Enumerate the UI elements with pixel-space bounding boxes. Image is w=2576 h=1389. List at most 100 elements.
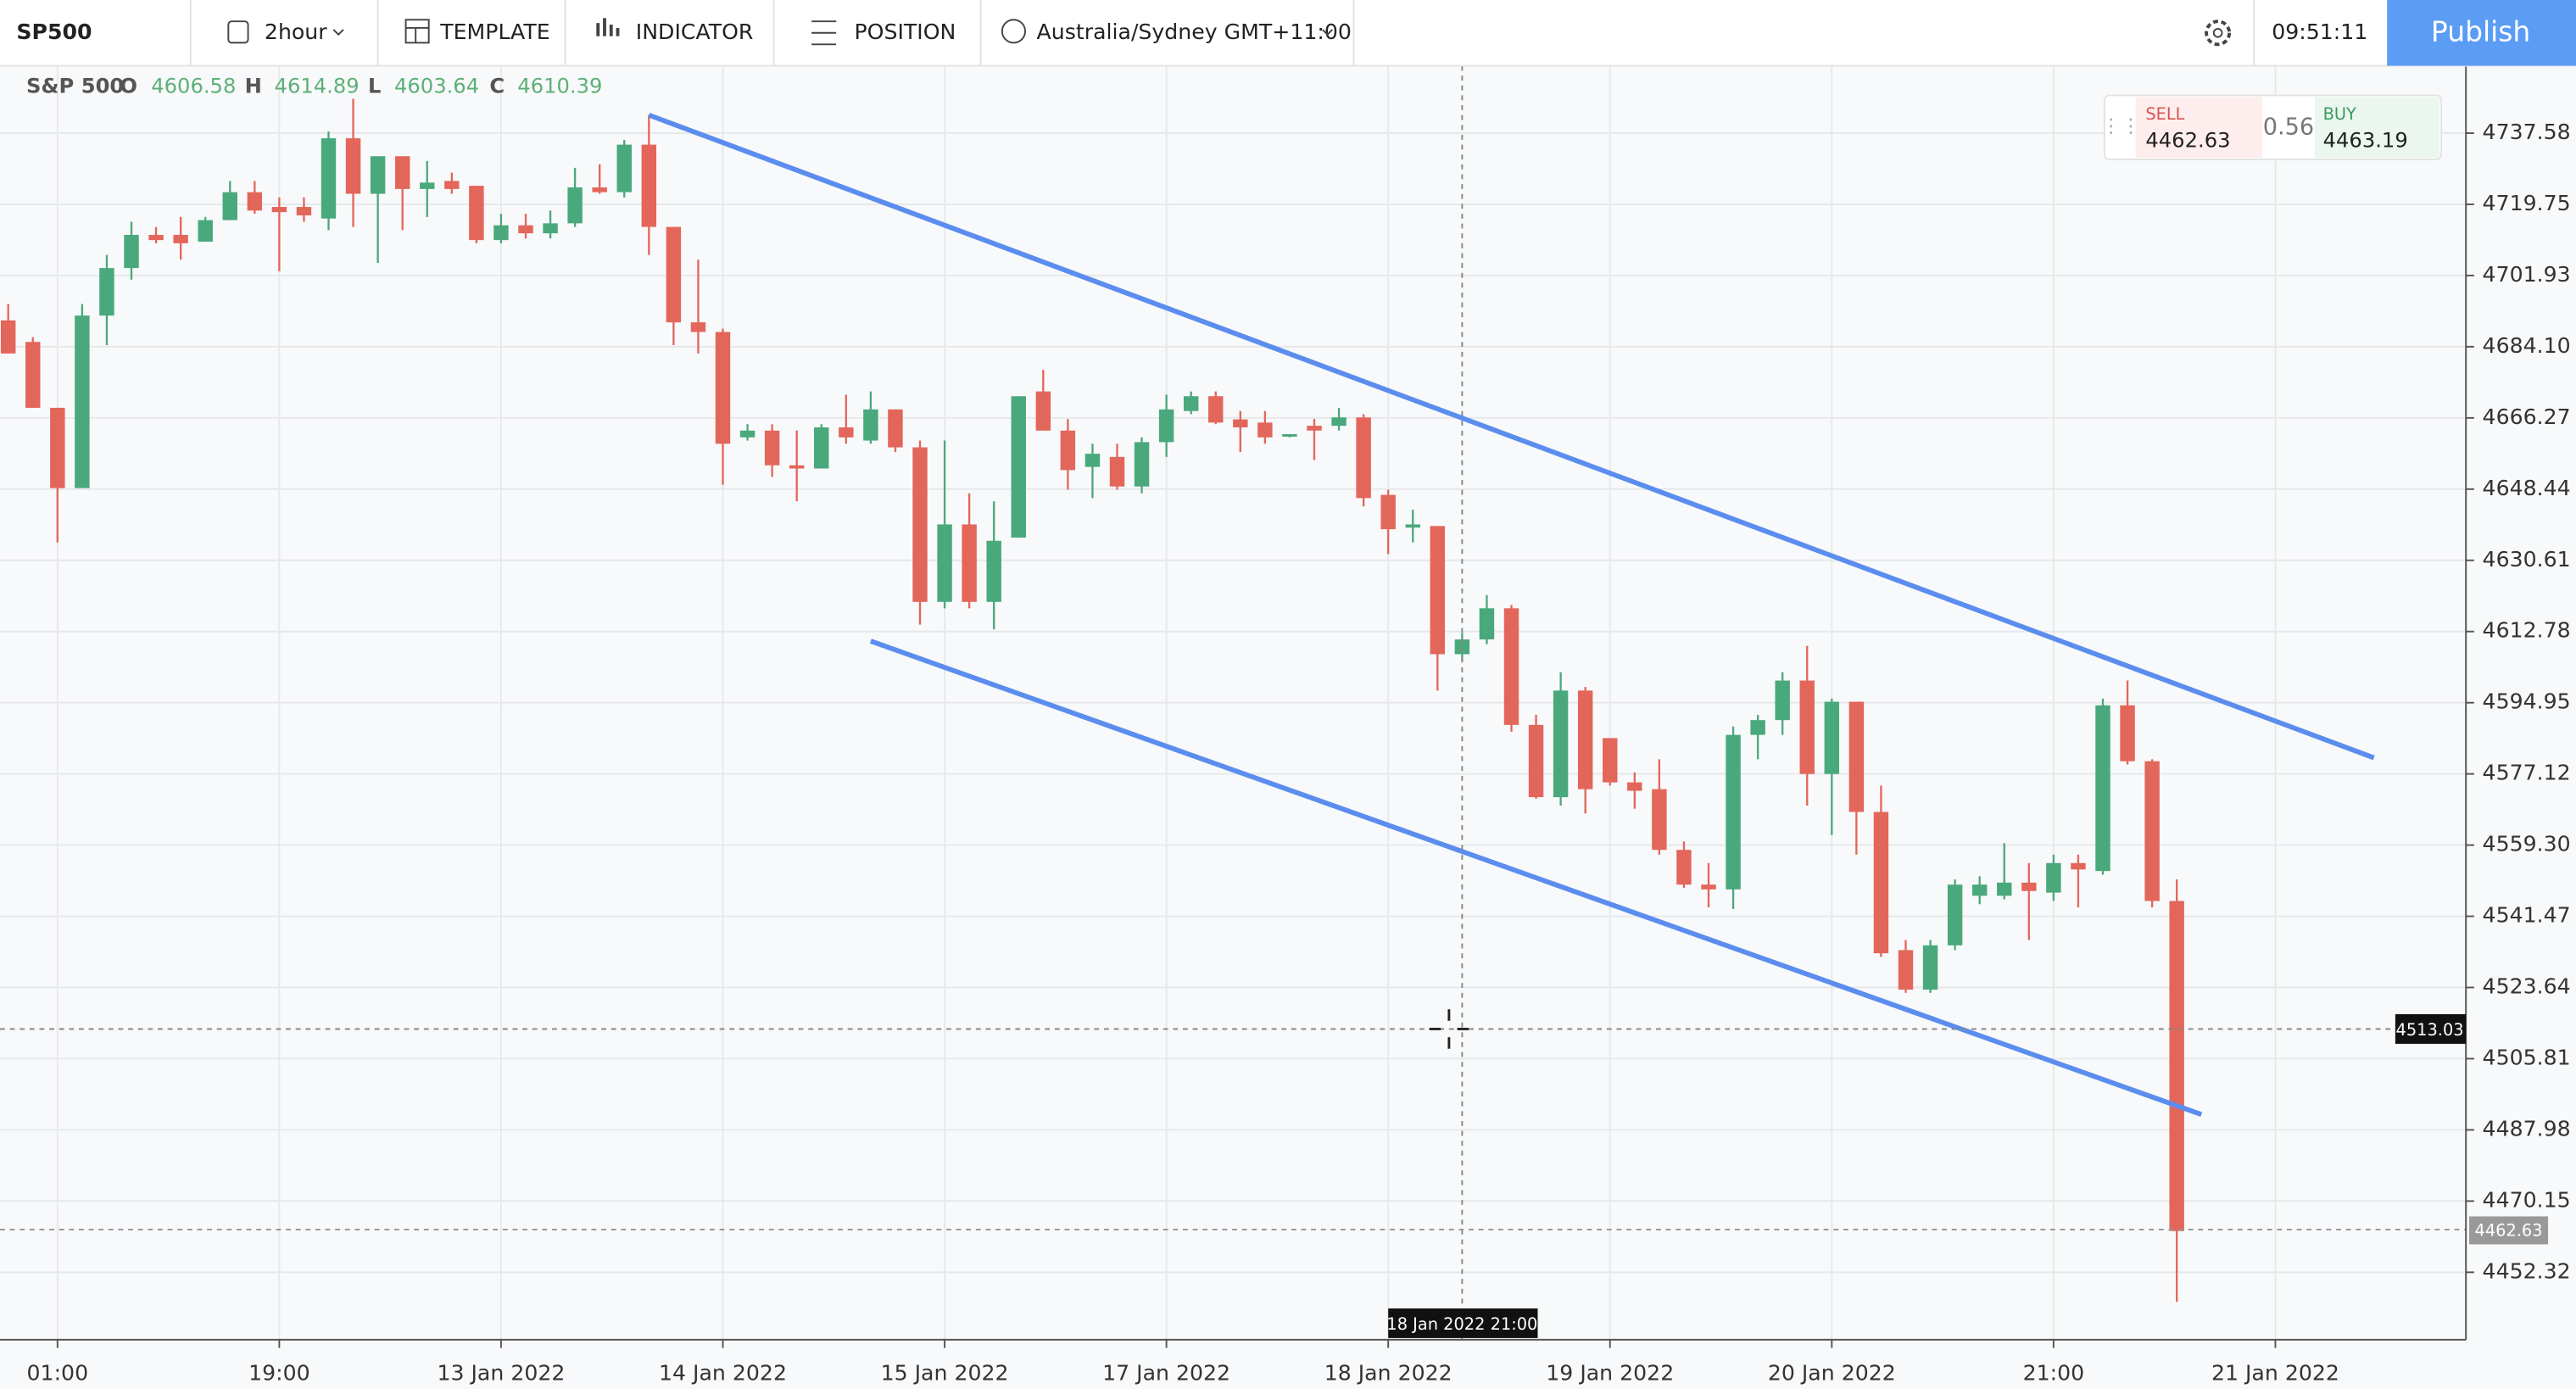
y-tick-label: 4612.78 (2483, 618, 2571, 643)
candle-body (1577, 690, 1593, 789)
dropdown-arrow (1322, 29, 1333, 36)
candle-body (1947, 884, 1963, 946)
sell-button[interactable] (2135, 97, 2262, 159)
crosshair-time-box (1388, 1308, 1538, 1338)
open-label: O (120, 75, 137, 98)
candle-body (1331, 417, 1347, 427)
x-tick-label: 19 Jan 2022 (1546, 1361, 1674, 1386)
candle-body (1627, 782, 1642, 791)
candle-body (493, 225, 509, 241)
buy-button[interactable] (2314, 97, 2440, 159)
candle-body (1799, 680, 1815, 774)
crosshair-price-box (2395, 1014, 2467, 1044)
candle-body (937, 524, 952, 602)
candle-body (789, 465, 805, 469)
candle-body (2120, 705, 2135, 761)
candle-body (99, 268, 114, 316)
candle-body (1356, 417, 1371, 499)
candle-body (198, 220, 213, 243)
y-tick-label: 4666.27 (2483, 404, 2571, 429)
publish-button[interactable] (2387, 0, 2576, 66)
candle-body (1603, 738, 1618, 783)
x-tick-label: 18 Jan 2022 (1324, 1361, 1452, 1386)
candle-body (1060, 430, 1076, 471)
settings-button[interactable] (2205, 20, 2232, 47)
last-price-box (2469, 1216, 2549, 1245)
position-button[interactable]: POSITION (855, 20, 956, 44)
candle-body (1726, 734, 1741, 890)
candle-body (1553, 690, 1569, 798)
candle-body (1971, 884, 1988, 896)
candle-body (1503, 608, 1519, 725)
drag-handle[interactable]: ⋮⋮ (2101, 114, 2140, 137)
y-tick-label: 4630.61 (2483, 547, 2571, 572)
candle-body (1109, 456, 1125, 487)
candle-body (863, 409, 878, 441)
y-tick-label: 4541.47 (2483, 903, 2571, 928)
candle-body (1307, 426, 1322, 431)
candle-body (543, 223, 558, 234)
sell-price: 4462.63 (2145, 129, 2230, 153)
x-tick-label: 21:00 (2023, 1361, 2085, 1386)
candle-body (2021, 882, 2037, 891)
candle-body (1824, 701, 1840, 774)
candle-body (1676, 850, 1692, 885)
high-value: 4614.89 (275, 75, 360, 98)
candle-body (1873, 812, 1889, 954)
candle-body (1430, 526, 1446, 655)
timezone-button[interactable]: Australia/Sydney GMT+11:00 (1037, 20, 1352, 44)
candle-body (1898, 950, 1914, 990)
candle-body (666, 226, 682, 323)
y-tick-label: 4470.15 (2483, 1187, 2571, 1212)
symbol-button[interactable]: SP500 (16, 20, 92, 44)
dropdown-arrow (332, 29, 344, 36)
close-label: C (489, 75, 505, 98)
ohlc-legend: S&P 500 O 4606.58 H 4614.89 L 4603.64 C … (26, 75, 602, 98)
candle-body (148, 235, 164, 241)
candle-body (469, 186, 484, 241)
candle-body (2169, 901, 2184, 1231)
candle-body (222, 192, 237, 220)
y-tick-label: 4719.75 (2483, 191, 2571, 215)
toolbar: SP500 2hour TEMPLATE INDICATOR POSITION … (0, 0, 2576, 67)
candle-body (1528, 724, 1544, 798)
chart-background (0, 65, 2576, 1389)
candle-body (321, 138, 337, 219)
x-tick-label: 13 Jan 2022 (437, 1361, 565, 1386)
candle-body (986, 540, 1001, 602)
candle-body (271, 207, 287, 213)
candle-body (690, 322, 706, 332)
spread: 0.56 (2263, 114, 2314, 141)
globe-icon (1001, 19, 1026, 44)
candle-body (1479, 608, 1495, 640)
candle-body (1134, 442, 1150, 487)
y-tick-label: 4594.95 (2483, 689, 2571, 714)
trendline (648, 112, 2375, 761)
candle-body (592, 187, 607, 192)
template-button[interactable]: TEMPLATE (439, 20, 549, 44)
interval-button[interactable]: 2hour (265, 20, 327, 44)
candle-body (962, 524, 977, 602)
candle-body (1282, 434, 1297, 437)
candle-body (739, 430, 756, 438)
candle-body (247, 192, 263, 211)
y-tick-label: 4559.30 (2483, 832, 2571, 856)
candle-body (1701, 884, 1716, 890)
y-tick-label: 4452.32 (2483, 1258, 2571, 1283)
candle-body (1380, 494, 1396, 530)
high-label: H (245, 75, 262, 98)
indicator-button[interactable]: INDICATOR (636, 20, 754, 44)
open-value: 4606.58 (151, 75, 236, 98)
candle-body (420, 182, 435, 189)
candle-body (715, 332, 731, 444)
candle-body (1652, 789, 1667, 851)
candle-body (394, 156, 410, 189)
y-tick-label: 4648.44 (2483, 476, 2571, 500)
candle-body (1011, 396, 1026, 538)
candle-body (2095, 705, 2110, 872)
candle-body (1750, 720, 1765, 735)
candle-body (25, 342, 41, 408)
candle-body (173, 235, 188, 243)
buy-label: BUY (2323, 104, 2356, 124)
